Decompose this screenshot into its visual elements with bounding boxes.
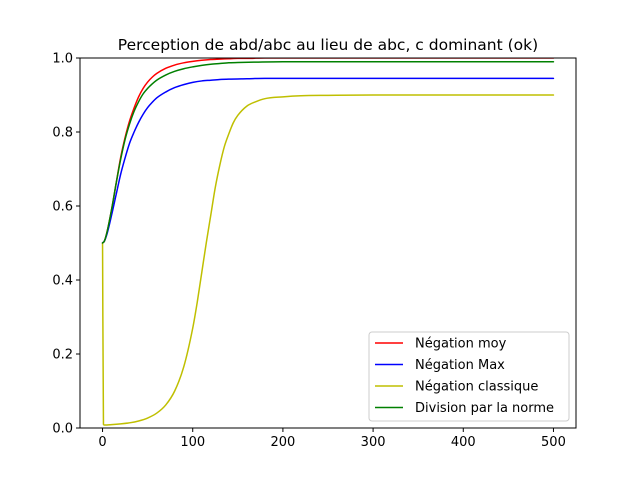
chart-title: Perception de abd/abc au lieu de abc, c …	[118, 36, 538, 54]
legend: Négation moy Négation Max Négation classiq…	[368, 331, 570, 422]
x-tick-label: 300	[361, 435, 386, 450]
y-tick-label: 0.8	[52, 126, 73, 141]
series-line-4	[101, 60, 555, 244]
axes-frame	[79, 57, 577, 429]
legend-label-3: Négation classique	[415, 380, 538, 395]
legend-box	[368, 331, 570, 422]
x-tick-label: 0	[98, 435, 106, 450]
y-tick-label: 0.0	[52, 422, 73, 437]
legend-items: Négation moy Négation Max Négation classiq…	[375, 337, 554, 416]
y-axis: 0.0 0.2 0.4 0.6 0.8 1.0	[52, 52, 80, 437]
y-tick-label: 1.0	[52, 52, 73, 67]
x-tick-label: 400	[451, 435, 476, 450]
legend-label-2: Négation Max	[415, 358, 505, 373]
series-line-3	[101, 94, 555, 426]
x-tick-label: 500	[541, 435, 566, 450]
plot-area: 0 100 200 300 400 500 0.0 0.2 0.4 0.6 0.8 1.0	[52, 52, 577, 450]
legend-label-1: Négation moy	[415, 337, 507, 352]
y-tick-label: 0.4	[52, 274, 73, 289]
y-tick-label: 0.2	[52, 348, 73, 363]
legend-label-4: Division par la norme	[415, 401, 554, 416]
y-tick-label: 0.6	[52, 200, 73, 215]
x-tick-label: 200	[270, 435, 295, 450]
x-tick-label: 100	[180, 435, 205, 450]
series-line-2	[101, 77, 555, 244]
x-axis: 0 100 200 300 400 500	[98, 428, 566, 450]
series-layer	[101, 58, 555, 426]
